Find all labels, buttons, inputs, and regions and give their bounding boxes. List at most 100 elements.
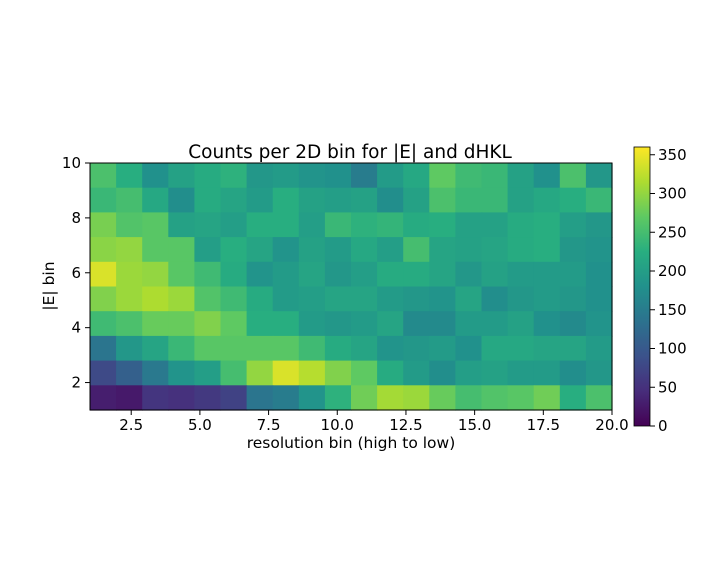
heatmap-cell: [90, 261, 117, 288]
heatmap-cell: [220, 311, 248, 337]
heatmap-cell: [403, 311, 430, 337]
heatmap-cell: [429, 360, 456, 386]
heatmap-cell: [168, 163, 195, 189]
heatmap-cell: [377, 163, 404, 189]
heatmap-cell: [429, 163, 456, 189]
heatmap-cell: [429, 385, 456, 411]
heatmap-cell: [585, 335, 613, 362]
heatmap-cell: [142, 163, 169, 189]
heatmap-cell: [142, 360, 169, 386]
heatmap-cell: [168, 261, 195, 288]
heatmap-cell: [585, 237, 613, 263]
heatmap-cell: [194, 261, 222, 288]
heatmap-cell: [507, 187, 535, 213]
heatmap-cell: [142, 286, 169, 312]
heatmap-cell: [455, 187, 483, 213]
heatmap-cell: [90, 212, 117, 238]
x-axis-label: resolution bin (high to low): [247, 434, 456, 452]
heatmap-cell: [559, 286, 587, 312]
heatmap-cell: [272, 311, 300, 337]
heatmap-cell: [533, 261, 561, 288]
heatmap-cell: [272, 237, 300, 263]
heatmap-cell: [246, 360, 274, 386]
heatmap-cell: [585, 385, 613, 411]
heatmap-cell: [429, 286, 456, 312]
heatmap-cell: [324, 360, 352, 386]
heatmap-cell: [246, 163, 274, 189]
y-axis-ticks: 2 4 6 8 10: [62, 154, 90, 392]
heatmap-cell: [351, 335, 378, 362]
heatmap-cell: [220, 212, 248, 238]
heatmap-cell: [507, 212, 535, 238]
x-axis-ticks: 2.5 5.0 7.5 10.0 12.5 15.0 17.5 20.0: [119, 410, 629, 434]
heatmap-cell: [272, 286, 300, 312]
heatmap-cell: [429, 261, 456, 288]
heatmap-cell: [533, 335, 561, 362]
heatmap-cell: [351, 187, 378, 213]
heatmap-cell: [585, 286, 613, 312]
heatmap-cell: [168, 187, 195, 213]
heatmap-cell: [220, 163, 248, 189]
heatmap-cell: [585, 187, 613, 213]
heatmap-cell: [324, 237, 352, 263]
heatmap-cell: [429, 187, 456, 213]
heatmap-cell: [324, 335, 352, 362]
heatmap-cell: [90, 163, 117, 189]
heatmap-cell: [272, 385, 300, 411]
heatmap-cell: [142, 261, 169, 288]
heatmap-cell: [403, 360, 430, 386]
heatmap-cell: [90, 360, 117, 386]
heatmap-cell: [559, 335, 587, 362]
heatmap-cell: [298, 335, 326, 362]
heatmap-cell: [559, 212, 587, 238]
heatmap-cell: [377, 286, 404, 312]
chart-title: Counts per 2D bin for |E| and dHKL: [188, 142, 512, 163]
heatmap-cell: [272, 261, 300, 288]
heatmap-cell: [351, 385, 378, 411]
heatmap-cell: [481, 311, 509, 337]
heatmap-cell: [455, 360, 483, 386]
heatmap-cell: [585, 311, 613, 337]
colorbar-tick-label: 150: [658, 301, 687, 319]
heatmap-cell: [377, 360, 404, 386]
heatmap-cell: [116, 311, 143, 337]
heatmap-cell: [403, 261, 430, 288]
heatmap-cell: [429, 212, 456, 238]
heatmap-cell: [324, 385, 352, 411]
heatmap-cell: [455, 335, 483, 362]
heatmap-cell: [324, 163, 352, 189]
heatmap-cell: [559, 237, 587, 263]
heatmap-cell: [116, 212, 143, 238]
heatmap-cell: [168, 237, 195, 263]
heatmap-cell: [142, 385, 169, 411]
heatmap-cell: [90, 286, 117, 312]
heatmap-cell: [324, 187, 352, 213]
heatmap-cell: [298, 237, 326, 263]
heatmap-cell: [377, 311, 404, 337]
colorbar-tick-label: 100: [658, 340, 687, 358]
heatmap-cell: [481, 187, 509, 213]
heatmap-cell: [220, 360, 248, 386]
x-tick-label: 7.5: [257, 416, 281, 434]
heatmap-cell: [168, 385, 195, 411]
heatmap-cell: [116, 163, 143, 189]
heatmap-cell: [298, 385, 326, 411]
heatmap-cell: [507, 335, 535, 362]
heatmap-cell: [246, 187, 274, 213]
colorbar-tick-label: 300: [658, 185, 687, 203]
heatmap-cell: [246, 385, 274, 411]
heatmap-cell: [220, 237, 248, 263]
colorbar: [633, 146, 651, 427]
heatmap-cell: [403, 237, 430, 263]
heatmap-cell: [168, 212, 195, 238]
colorbar-tick-label: 200: [658, 262, 687, 280]
heatmap-cell: [481, 385, 509, 411]
heatmap-cell: [403, 187, 430, 213]
heatmap-cell: [533, 163, 561, 189]
heatmap-cell: [429, 237, 456, 263]
heatmap-cell: [455, 385, 483, 411]
y-tick-label: 2: [71, 374, 81, 392]
heatmap-cell: [298, 212, 326, 238]
heatmap-cell: [272, 163, 300, 189]
